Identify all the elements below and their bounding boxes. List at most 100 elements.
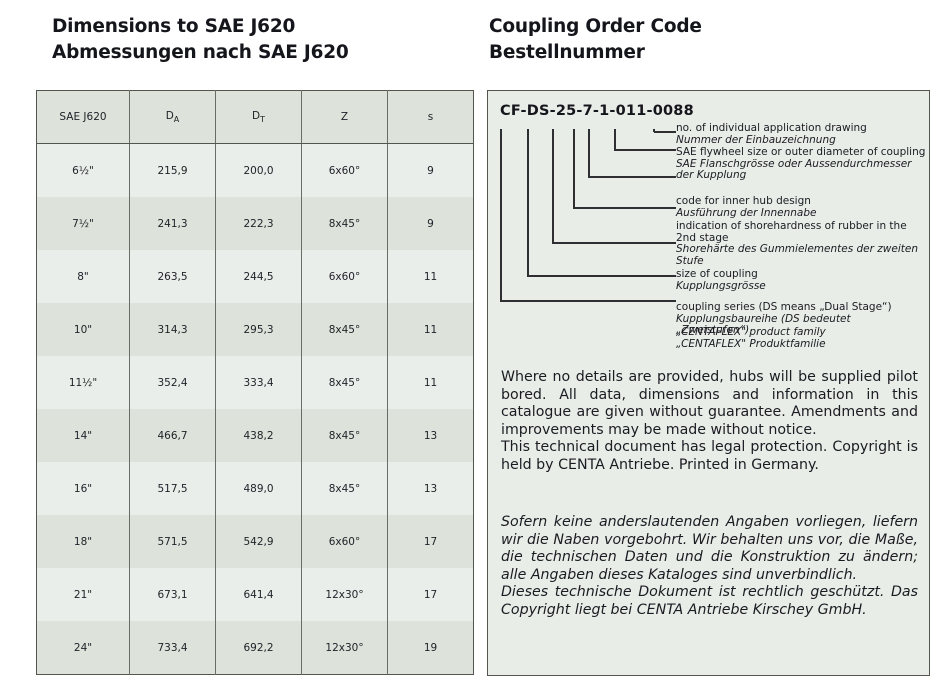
table-cell-da: 215,9	[129, 143, 216, 197]
annotation-item: „CENTAFLEX" product family „CENTAFLEX" P…	[676, 326, 926, 350]
table-cell-s: 9	[387, 143, 474, 197]
disclaimer-de-p1: Sofern keine anderslautenden Angaben vor…	[501, 514, 918, 583]
table-cell-sae: 18"	[36, 515, 130, 568]
table-row: 10" 314,3 295,3 8x45° 11	[36, 303, 474, 356]
annotation-item: indication of shorehardness of rubber in…	[676, 220, 926, 267]
annotation-de: Nummer der Einbauzeichnung	[676, 133, 836, 146]
table-cell-z: 8x45°	[301, 356, 388, 409]
order-code-heading: Coupling Order Code Bestellnummer	[489, 16, 702, 63]
column-header: Z	[301, 90, 388, 144]
annotation-item: no. of individual application drawing Nu…	[676, 122, 926, 146]
order-code-section: Coupling Order Code Bestellnummer	[489, 14, 929, 65]
table-cell-da: 673,1	[129, 568, 216, 621]
annotation-de: „CENTAFLEX" Produktfamilie	[676, 337, 826, 350]
order-code-panel: CF-DS-25-7-1-011-0088 no. of individual …	[487, 90, 930, 676]
column-header: s	[387, 90, 474, 144]
table-cell-z: 8x45°	[301, 197, 388, 250]
disclaimer-en-p1: Where no details are provided, hubs will…	[501, 369, 918, 438]
order-code-string: CF-DS-25-7-1-011-0088	[500, 103, 694, 119]
table-cell-s: 17	[387, 515, 474, 568]
table-row: 18" 571,5 542,9 6x60° 17	[36, 515, 474, 568]
table-cell-sae: 6½"	[36, 143, 130, 197]
table-cell-z: 6x60°	[301, 515, 388, 568]
table-row: 6½" 215,9 200,0 6x60° 9	[36, 143, 474, 197]
table-cell-s: 11	[387, 250, 474, 303]
annotation-de: Kupplungsbaureihe (DS bedeutet „Zweistuf…	[676, 312, 851, 337]
column-header: DT	[215, 90, 302, 144]
annotation-item: coupling series (DS means „Dual Stage“) …	[676, 301, 926, 337]
table-cell-s: 17	[387, 568, 474, 621]
annotation-en: code for inner hub design	[676, 195, 811, 207]
table-cell-da: 466,7	[129, 409, 216, 462]
table-cell-da: 352,4	[129, 356, 216, 409]
annotation-de: Kupplungsgrösse	[676, 279, 766, 292]
annotation-en: no. of individual application drawing	[676, 122, 867, 134]
disclaimer-de-p2: Dieses technische Dokument ist rechtlich…	[501, 584, 918, 618]
table-cell-sae: 10"	[36, 303, 130, 356]
annotation-en: „CENTAFLEX" product family	[676, 326, 826, 338]
annotation-de: Ausführung der Innennabe	[676, 206, 817, 219]
table-cell-sae: 7½"	[36, 197, 130, 250]
dimensions-section: Dimensions to SAE J620 Abmessungen nach …	[52, 14, 472, 65]
table-cell-s: 11	[387, 356, 474, 409]
table-cell-sae: 14"	[36, 409, 130, 462]
table-row: 8" 263,5 244,5 6x60° 11	[36, 250, 474, 303]
annotation-en: coupling series (DS means „Dual Stage“)	[676, 301, 892, 313]
annotation-item: size of coupling Kupplungsgrösse	[676, 268, 926, 292]
table-cell-dt: 222,3	[215, 197, 302, 250]
table-cell-dt: 489,0	[215, 462, 302, 515]
table-row: 14" 466,7 438,2 8x45° 13	[36, 409, 474, 462]
annotation-de: SAE Flanschgrösse oder Aussendurchmesser…	[676, 157, 912, 182]
table-cell-s: 9	[387, 197, 474, 250]
table-cell-z: 8x45°	[301, 462, 388, 515]
table-row: 24" 733,4 692,2 12x30° 19	[36, 621, 474, 675]
column-header: SAE J620	[36, 90, 130, 144]
table-cell-s: 13	[387, 409, 474, 462]
annotation-de: Shorehärte des Gummielementes der zweite…	[676, 243, 918, 267]
table-cell-sae: 21"	[36, 568, 130, 621]
table-cell-dt: 692,2	[215, 621, 302, 675]
table-cell-da: 241,3	[129, 197, 216, 250]
table-cell-dt: 641,4	[215, 568, 302, 621]
annotation-en: size of coupling	[676, 268, 758, 280]
leader-lines-diagram	[500, 129, 676, 302]
table-cell-da: 571,5	[129, 515, 216, 568]
table-cell-z: 12x30°	[301, 621, 388, 675]
annotation-item: code for inner hub design Ausführung der…	[676, 195, 926, 219]
annotation-en: SAE flywheel size or outer diameter of c…	[676, 146, 926, 158]
disclaimer-german: Sofern keine anderslautenden Angaben vor…	[501, 514, 918, 620]
table-cell-da: 733,4	[129, 621, 216, 675]
table-cell-sae: 11½"	[36, 356, 130, 409]
table-cell-da: 263,5	[129, 250, 216, 303]
table-cell-s: 11	[387, 303, 474, 356]
table-cell-z: 6x60°	[301, 250, 388, 303]
table-cell-sae: 24"	[36, 621, 130, 675]
table-row: 16" 517,5 489,0 8x45° 13	[36, 462, 474, 515]
table-cell-dt: 333,4	[215, 356, 302, 409]
column-header-subscript: T	[260, 115, 265, 125]
table-cell-z: 6x60°	[301, 143, 388, 197]
disclaimer-english: Where no details are provided, hubs will…	[501, 369, 918, 475]
table-row: 7½" 241,3 222,3 8x45° 9	[36, 197, 474, 250]
table-cell-sae: 16"	[36, 462, 130, 515]
table-cell-da: 314,3	[129, 303, 216, 356]
column-header-subscript: A	[173, 115, 180, 125]
table-cell-z: 12x30°	[301, 568, 388, 621]
dimensions-heading: Dimensions to SAE J620 Abmessungen nach …	[52, 16, 349, 63]
table-cell-dt: 542,9	[215, 515, 302, 568]
column-header: DA	[129, 90, 216, 144]
table-cell-dt: 295,3	[215, 303, 302, 356]
annotation-en: indication of shorehardness of rubber in…	[676, 220, 907, 244]
table-cell-dt: 200,0	[215, 143, 302, 197]
table-cell-dt: 438,2	[215, 409, 302, 462]
disclaimer-en-p2: This technical document has legal protec…	[501, 439, 918, 473]
table-cell-sae: 8"	[36, 250, 130, 303]
table-row: 11½" 352,4 333,4 8x45° 11	[36, 356, 474, 409]
table-cell-dt: 244,5	[215, 250, 302, 303]
table-row: 21" 673,1 641,4 12x30° 17	[36, 568, 474, 621]
table-cell-s: 19	[387, 621, 474, 675]
table-cell-s: 13	[387, 462, 474, 515]
table-cell-da: 517,5	[129, 462, 216, 515]
